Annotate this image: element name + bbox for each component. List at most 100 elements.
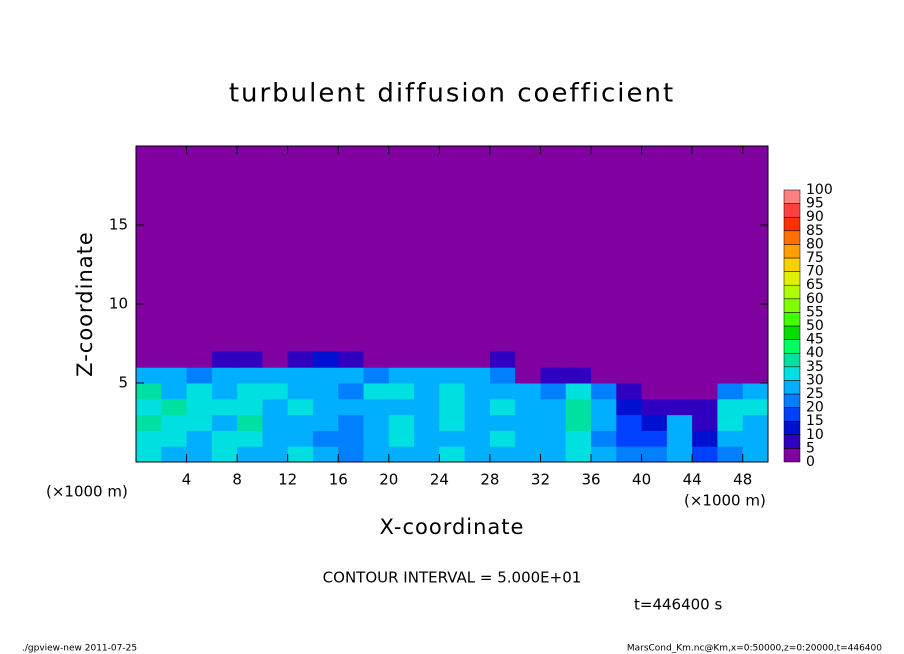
colorbar-label: 30 [806, 372, 824, 388]
heat-cell [717, 414, 744, 431]
heat-cell [237, 446, 263, 463]
colorbar-segment [783, 216, 801, 232]
heat-cell [439, 351, 466, 368]
heat-cell [287, 383, 314, 400]
heat-cell [312, 383, 339, 400]
heat-cell [287, 351, 314, 368]
heat-cell [388, 383, 415, 400]
heat-cell [616, 351, 643, 368]
heat-cell [666, 446, 693, 463]
heat-cell [464, 383, 491, 400]
heat-cell [363, 398, 390, 416]
heat-cell [540, 383, 567, 400]
y-tick-label: 5 [118, 374, 128, 392]
colorbar-label: 50 [806, 318, 824, 334]
heat-cell [641, 430, 668, 447]
contour-note: CONTOUR INTERVAL = 5.000E+01 [323, 569, 582, 587]
heat-cell [312, 414, 339, 431]
heat-cell [338, 367, 365, 384]
colorbar-segment [783, 420, 801, 436]
heat-cell [489, 446, 516, 463]
heat-cell [211, 446, 238, 463]
heat-cell [363, 351, 390, 368]
x-unit-label: (×1000 m) [46, 483, 128, 501]
heat-cell [262, 383, 289, 400]
heat-cell [211, 430, 238, 447]
heat-cell [742, 414, 769, 431]
heat-cell [287, 430, 314, 447]
colorbar-label: 90 [806, 209, 824, 225]
heat-cell [540, 414, 567, 431]
heat-cell [540, 446, 567, 463]
heat-cell [565, 446, 592, 463]
heat-cell [717, 367, 744, 384]
colorbar-segment [783, 339, 801, 354]
heat-cell [211, 383, 238, 400]
x-tick-label: 36 [581, 471, 600, 489]
heat-cell [591, 430, 617, 447]
heat-cell [666, 430, 693, 447]
heat-cell [237, 414, 263, 431]
heat-cell [363, 414, 390, 431]
colorbar-segment [783, 448, 801, 463]
heat-cell [186, 414, 213, 431]
colorbar-segment [783, 257, 801, 272]
heat-cell [540, 367, 567, 384]
heat-cell [338, 430, 365, 447]
x-tick-label: 24 [430, 471, 449, 489]
heat-cell [161, 446, 188, 463]
x-tick-label: 4 [182, 471, 192, 489]
heat-cell [186, 367, 213, 384]
heat-cell [515, 446, 541, 463]
heat-cell [338, 351, 365, 368]
heat-cell [489, 398, 516, 416]
heat-cell [414, 398, 440, 416]
heat-cell [439, 446, 466, 463]
heat-cell [186, 351, 213, 368]
heat-cell [666, 398, 693, 416]
heat-cell [641, 383, 668, 400]
colorbar-label: 5 [806, 440, 815, 456]
colorbar-label: 65 [806, 277, 824, 293]
heat-cell [161, 430, 188, 447]
heat-cell [363, 367, 390, 384]
heat-cell [717, 398, 744, 416]
colorbar-label: 80 [806, 236, 824, 252]
colorbar-segment [783, 325, 801, 340]
heat-cell [641, 414, 668, 431]
heat-cell [287, 414, 314, 431]
heat-cell [591, 351, 617, 368]
heat-cell [565, 414, 592, 431]
heat-cell [439, 414, 466, 431]
heat-cell [312, 430, 339, 447]
heat-cell [717, 351, 744, 368]
colorbar-segment [783, 393, 801, 408]
colorbar-label: 100 [806, 182, 833, 198]
heat-cell [742, 446, 769, 463]
x-tick-label: 28 [480, 471, 499, 489]
heat-cell [666, 367, 693, 384]
heat-cell [515, 367, 541, 384]
heat-cell [692, 351, 718, 368]
heat-cell [161, 367, 188, 384]
heat-cell [464, 351, 491, 368]
heat-cell [237, 367, 263, 384]
heat-cell [312, 367, 339, 384]
colorbar-segment [783, 203, 801, 218]
heat-cell [312, 446, 339, 463]
heat-cell [388, 430, 415, 447]
colorbar-label: 15 [806, 413, 824, 429]
colorbar-segment [783, 434, 801, 449]
heat-cell [237, 351, 263, 368]
heat-cell [591, 446, 617, 463]
heat-cell [489, 367, 516, 384]
heat-cell [388, 351, 415, 368]
chart-title: turbulent diffusion coefficient [229, 79, 675, 109]
heat-cell [262, 446, 289, 463]
heat-cell [464, 367, 491, 384]
heat-cell [414, 383, 440, 400]
colorbar-segment [783, 298, 801, 313]
colorbar-segment [783, 284, 801, 300]
colorbar-label: 0 [806, 454, 815, 470]
heat-cell [515, 351, 541, 368]
